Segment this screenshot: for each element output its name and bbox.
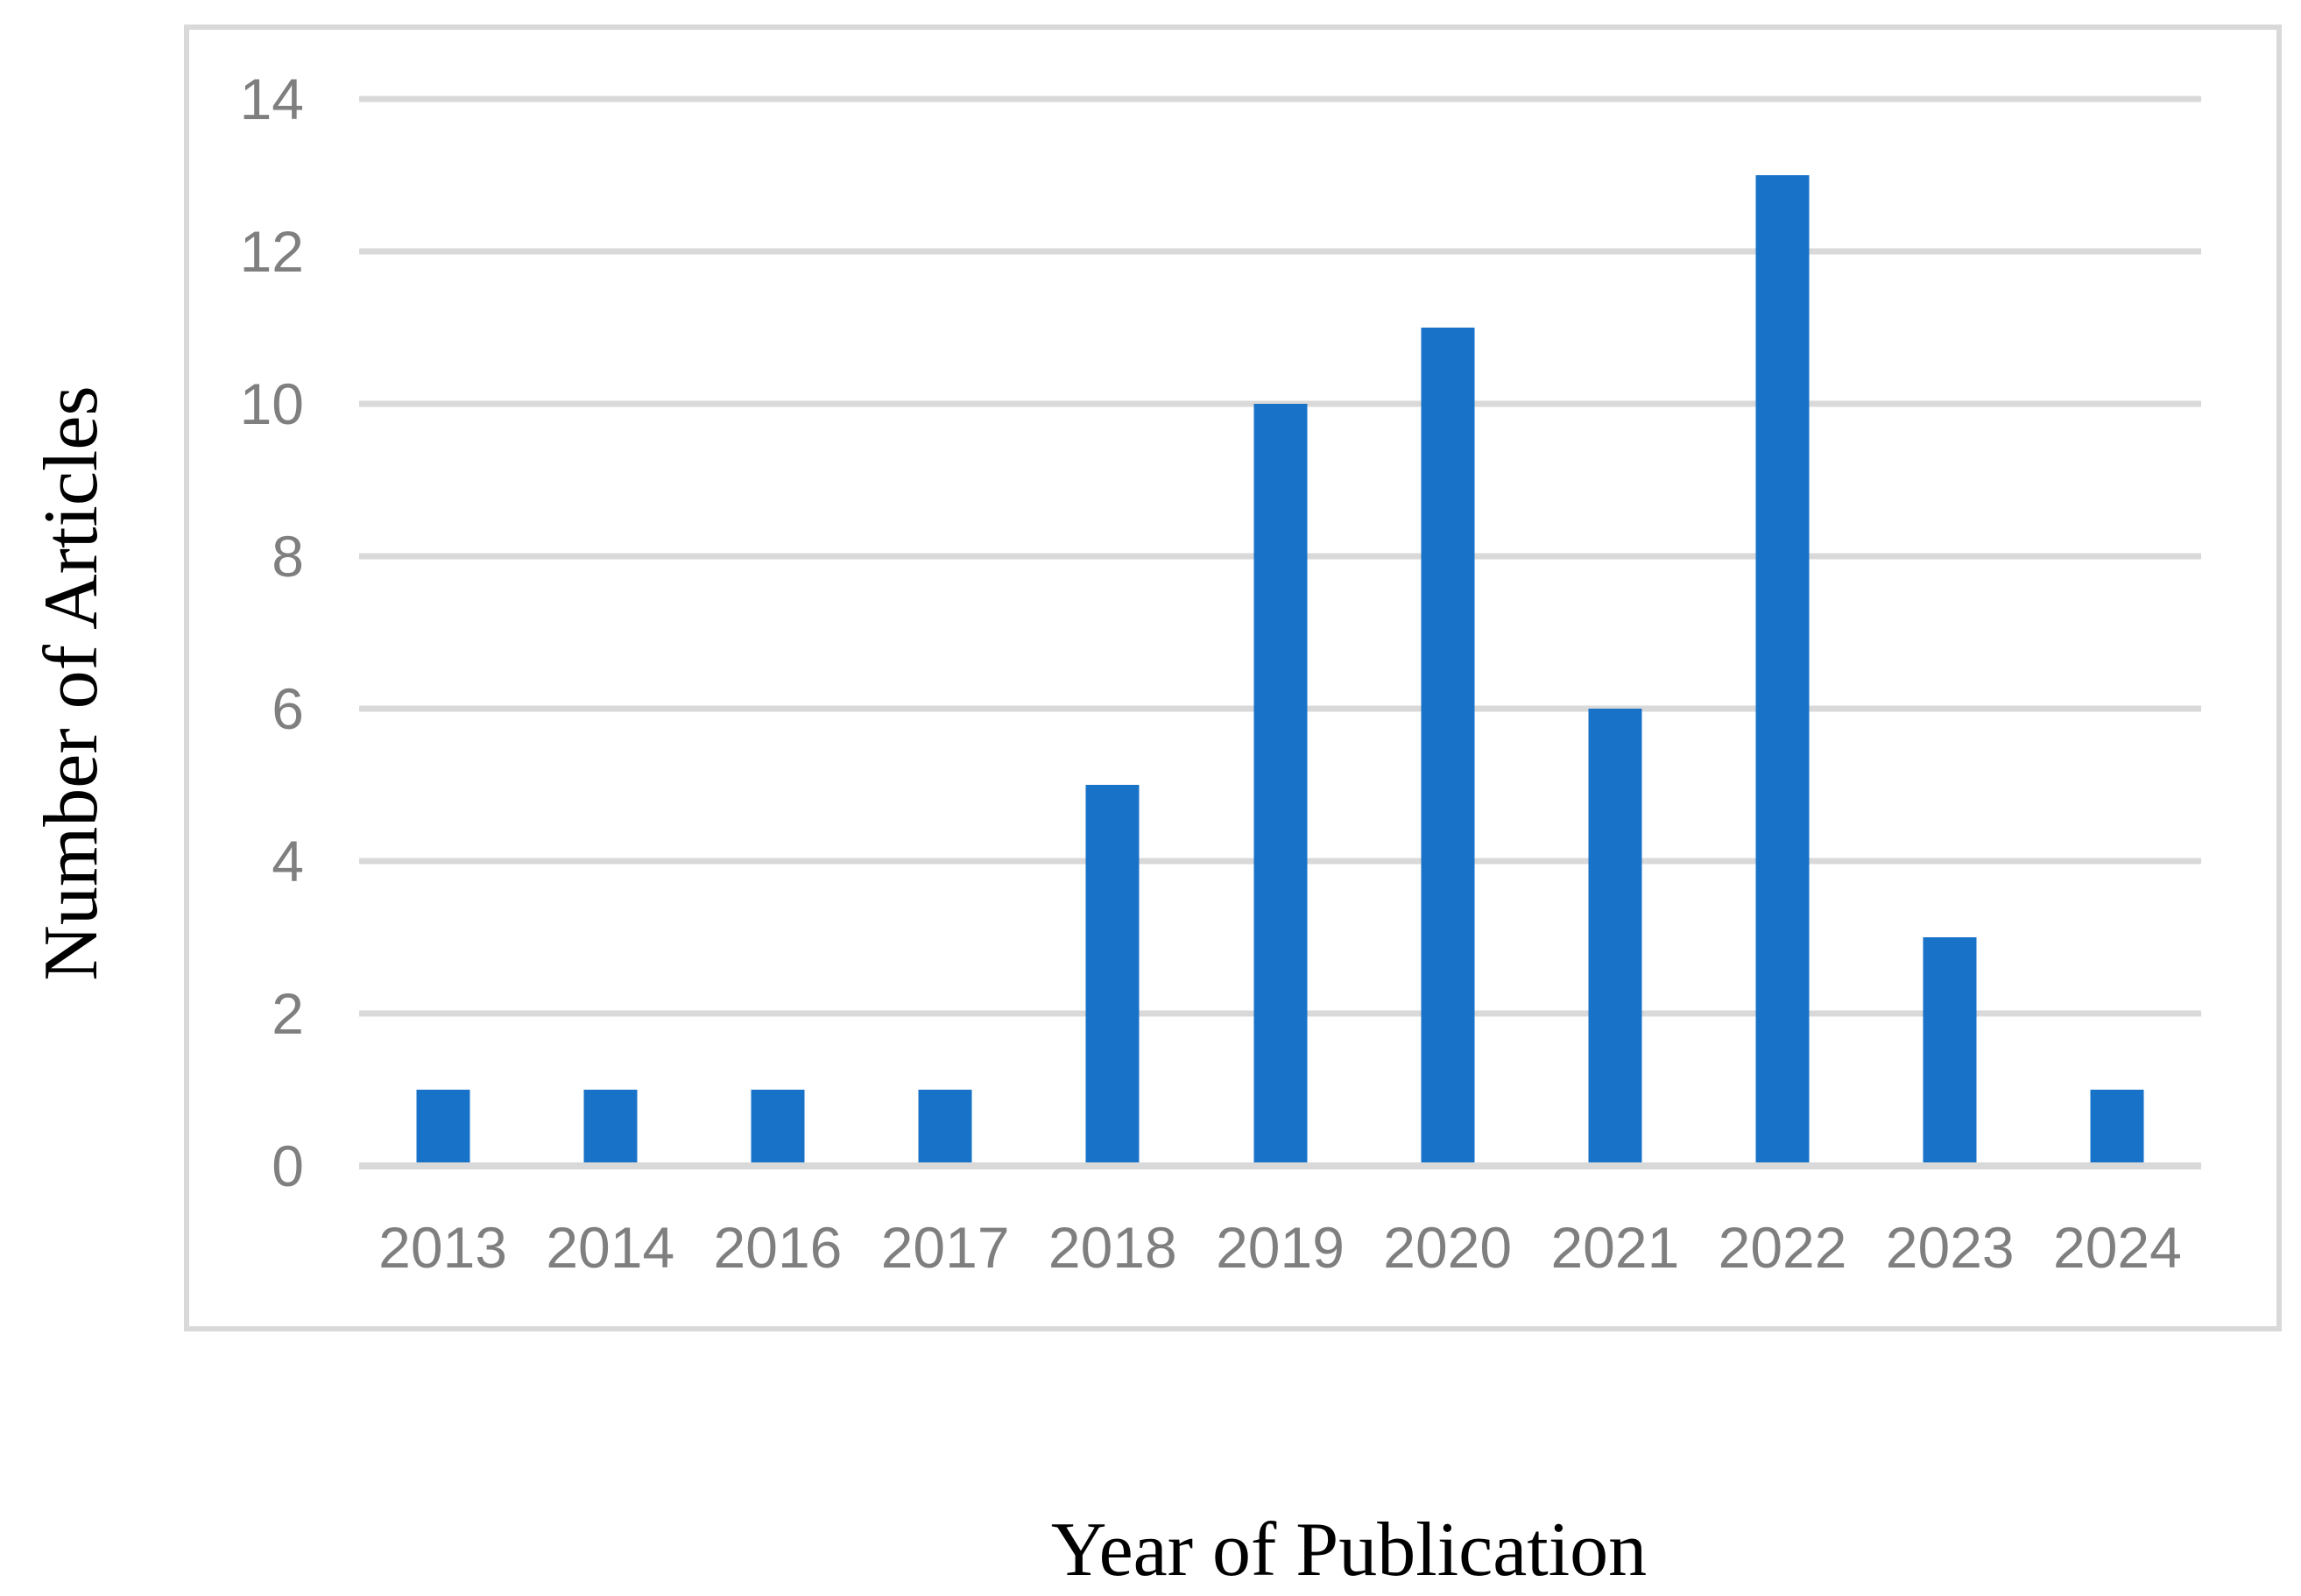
x-axis-tick-label: 2019 xyxy=(1216,1215,1345,1280)
y-axis-tick-label: 10 xyxy=(239,371,304,436)
bar-2013 xyxy=(416,1090,470,1166)
y-axis-title: Number of Articles xyxy=(29,385,114,981)
bar-2016 xyxy=(751,1090,805,1166)
bar-2020 xyxy=(1421,328,1475,1166)
bar-2018 xyxy=(1085,785,1140,1166)
x-axis-line xyxy=(359,1162,2201,1169)
x-axis-tick-label: 2020 xyxy=(1383,1215,1513,1280)
y-axis-tick-label: 2 xyxy=(272,981,304,1046)
y-axis-tick-label: 4 xyxy=(272,829,304,893)
plot-area: 0 2 4 6 8 10 12 14 2013 2014 2016 2017 2018 2019 2020 2… xyxy=(240,70,2201,1276)
y-axis-tick-label: 0 xyxy=(272,1133,304,1198)
bar-2017 xyxy=(918,1090,972,1166)
x-axis-tick-label: 2017 xyxy=(880,1215,1010,1280)
x-axis-tick-label: 2021 xyxy=(1550,1215,1680,1280)
bar-2024 xyxy=(2090,1090,2144,1166)
chart-frame: 0 2 4 6 8 10 12 14 2013 2014 2016 2017 2018 2019 2020 2… xyxy=(184,25,2282,1331)
y-axis-tick-label: 12 xyxy=(239,219,304,284)
y-axis-tick-label: 6 xyxy=(272,676,304,741)
x-axis-tick-label: 2013 xyxy=(378,1215,507,1280)
bar-2022 xyxy=(1755,175,1810,1166)
y-axis-tick-label: 14 xyxy=(239,67,304,131)
x-axis-tick-label: 2024 xyxy=(2052,1215,2182,1280)
x-axis-tick-label: 2014 xyxy=(546,1215,675,1280)
x-axis-tick-label: 2022 xyxy=(1718,1215,1847,1280)
bar-2019 xyxy=(1253,404,1307,1166)
y-axis-tick-label: 8 xyxy=(272,524,304,589)
x-axis-tick-label: 2018 xyxy=(1048,1215,1177,1280)
bar-2021 xyxy=(1588,709,1642,1166)
x-axis-tick-label: 2023 xyxy=(1885,1215,2015,1280)
gridline xyxy=(359,95,2201,102)
x-axis-tick-label: 2016 xyxy=(713,1215,843,1280)
x-axis-title: Year of Publication xyxy=(1050,1508,1648,1592)
gridline xyxy=(359,248,2201,255)
bar-2014 xyxy=(583,1090,638,1166)
bar-2023 xyxy=(1923,937,1977,1166)
